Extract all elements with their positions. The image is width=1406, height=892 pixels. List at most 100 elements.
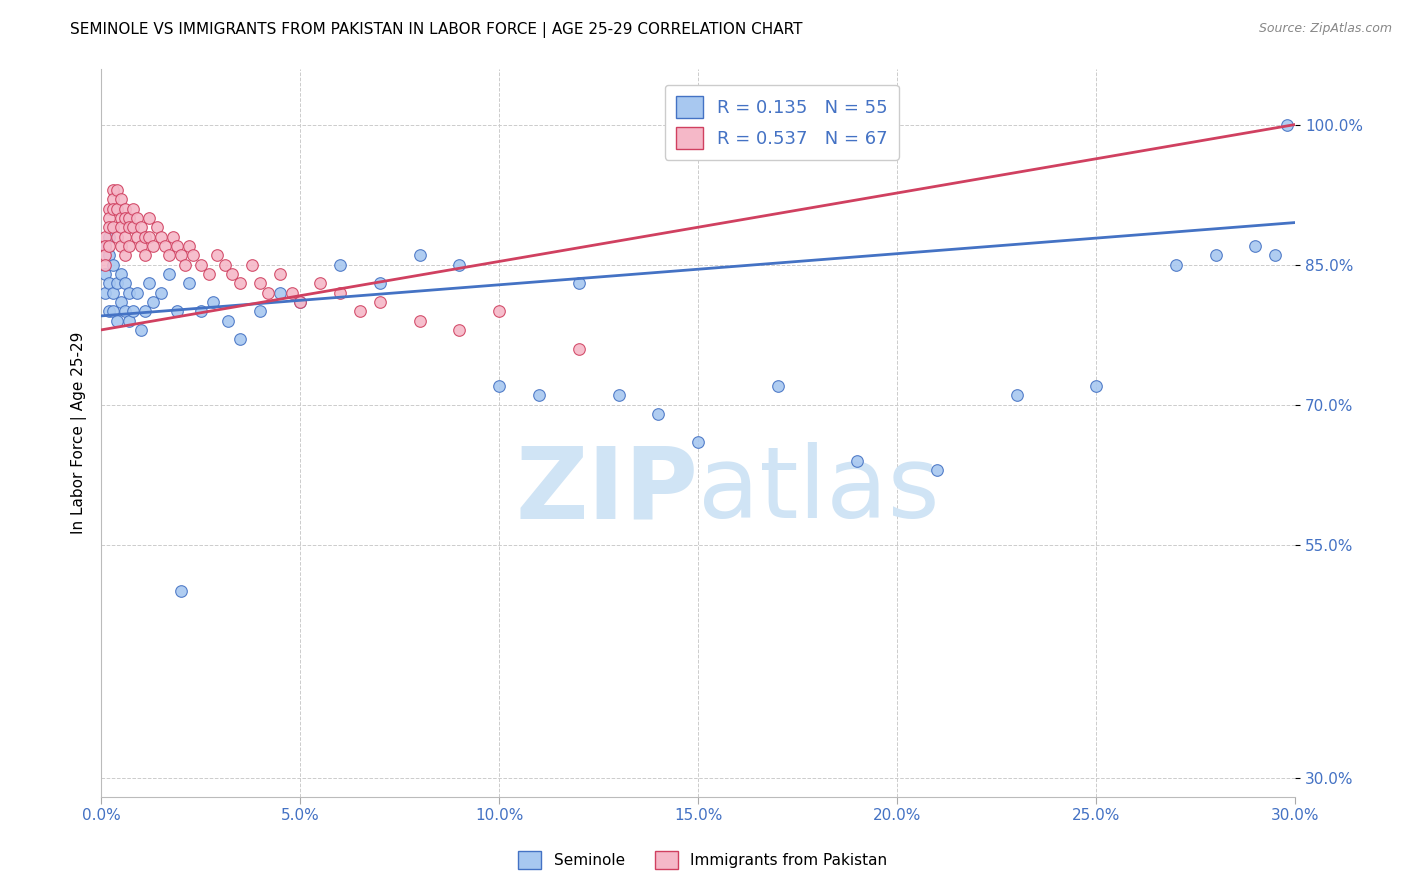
Point <box>138 277 160 291</box>
Point <box>177 277 200 291</box>
Point <box>114 211 136 225</box>
Point <box>281 285 304 300</box>
Point <box>449 323 471 337</box>
Point <box>249 277 271 291</box>
Point <box>114 229 136 244</box>
Point <box>101 304 124 318</box>
Legend: R = 0.135   N = 55, R = 0.537   N = 67: R = 0.135 N = 55, R = 0.537 N = 67 <box>665 85 898 160</box>
Point <box>229 332 252 346</box>
Point <box>568 277 591 291</box>
Point <box>309 277 332 291</box>
Point <box>98 239 121 253</box>
Point <box>368 277 391 291</box>
Point <box>125 229 148 244</box>
Point <box>408 248 430 262</box>
Point <box>118 313 141 327</box>
Point <box>170 584 193 599</box>
Text: ZIP: ZIP <box>515 442 699 540</box>
Point <box>1277 118 1299 132</box>
Point <box>105 183 128 197</box>
Point <box>105 202 128 216</box>
Point <box>101 183 124 197</box>
Point <box>688 434 710 449</box>
Point <box>288 294 311 309</box>
Point <box>98 277 121 291</box>
Point <box>205 248 228 262</box>
Point <box>166 304 188 318</box>
Point <box>125 211 148 225</box>
Point <box>1164 258 1187 272</box>
Point <box>134 229 156 244</box>
Point <box>129 239 152 253</box>
Point <box>94 267 117 281</box>
Y-axis label: In Labor Force | Age 25-29: In Labor Force | Age 25-29 <box>72 332 87 533</box>
Point <box>488 379 510 393</box>
Point <box>118 239 141 253</box>
Point <box>118 220 141 235</box>
Point <box>110 220 132 235</box>
Point <box>134 248 156 262</box>
Point <box>142 239 165 253</box>
Point <box>257 285 280 300</box>
Point <box>190 258 212 272</box>
Point <box>1005 388 1028 402</box>
Point <box>568 342 591 356</box>
Point <box>229 277 252 291</box>
Point <box>101 258 124 272</box>
Point <box>218 313 240 327</box>
Point <box>94 239 117 253</box>
Point <box>98 202 121 216</box>
Point <box>118 285 141 300</box>
Point <box>166 239 188 253</box>
Point <box>149 285 172 300</box>
Point <box>114 304 136 318</box>
Point <box>527 388 550 402</box>
Point <box>190 304 212 318</box>
Point <box>105 313 128 327</box>
Point <box>101 220 124 235</box>
Point <box>110 211 132 225</box>
Point <box>138 211 160 225</box>
Point <box>138 229 160 244</box>
Point <box>349 304 371 318</box>
Point <box>110 267 132 281</box>
Point <box>105 229 128 244</box>
Point <box>1244 239 1267 253</box>
Point <box>94 285 117 300</box>
Point <box>101 192 124 206</box>
Point <box>368 294 391 309</box>
Point <box>94 229 117 244</box>
Point <box>122 202 145 216</box>
Point <box>249 304 271 318</box>
Point <box>157 248 180 262</box>
Point <box>846 453 869 467</box>
Point <box>1264 248 1286 262</box>
Point <box>134 304 156 318</box>
Point <box>105 277 128 291</box>
Point <box>125 285 148 300</box>
Point <box>149 229 172 244</box>
Text: Source: ZipAtlas.com: Source: ZipAtlas.com <box>1258 22 1392 36</box>
Point <box>129 323 152 337</box>
Point <box>269 267 291 281</box>
Point <box>1205 248 1227 262</box>
Point <box>114 248 136 262</box>
Point <box>181 248 204 262</box>
Point <box>197 267 219 281</box>
Point <box>98 220 121 235</box>
Point <box>1085 379 1108 393</box>
Point <box>146 220 169 235</box>
Point <box>153 239 176 253</box>
Point <box>98 229 121 244</box>
Point <box>114 277 136 291</box>
Point <box>449 258 471 272</box>
Point <box>110 239 132 253</box>
Legend: Seminole, Immigrants from Pakistan: Seminole, Immigrants from Pakistan <box>512 845 894 875</box>
Point <box>98 304 121 318</box>
Point <box>925 463 948 477</box>
Point <box>129 220 152 235</box>
Point <box>110 192 132 206</box>
Point <box>94 248 117 262</box>
Point <box>201 294 224 309</box>
Point <box>101 202 124 216</box>
